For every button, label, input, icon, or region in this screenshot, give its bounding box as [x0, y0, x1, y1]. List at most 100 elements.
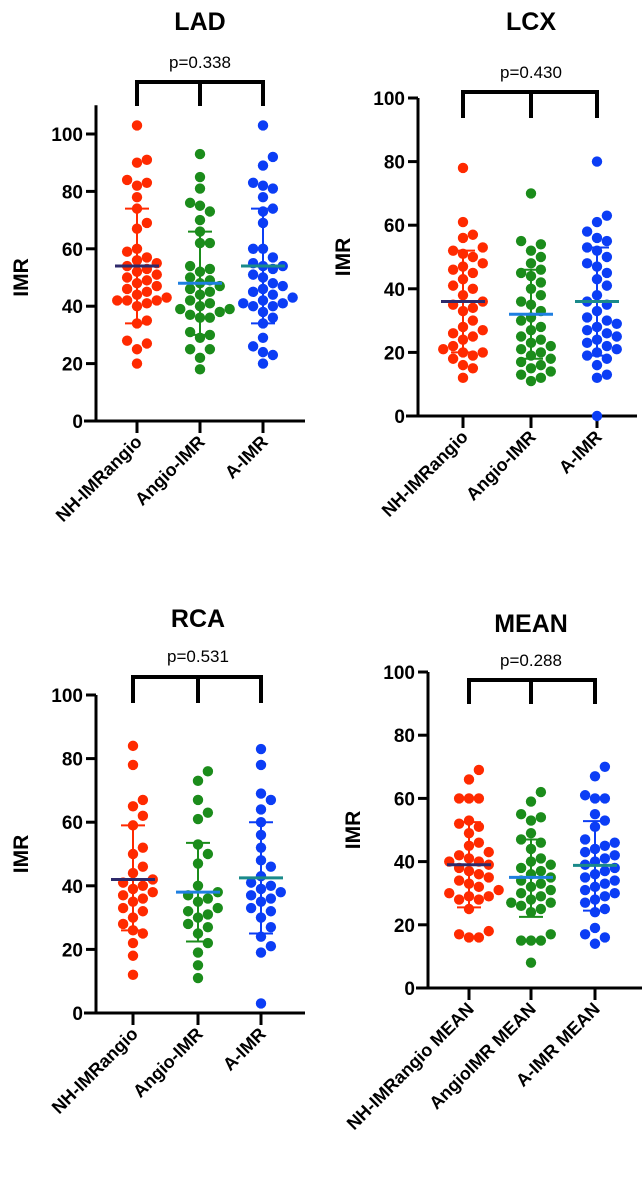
- data-point: [117, 890, 129, 901]
- y-tick-label: 80: [62, 182, 83, 203]
- data-point: [463, 793, 475, 804]
- data-point: [473, 837, 485, 848]
- data-point: [137, 893, 149, 904]
- data-point: [609, 875, 620, 886]
- data-point: [467, 283, 479, 294]
- data-point: [438, 344, 449, 355]
- data-point: [515, 900, 527, 912]
- data-point: [265, 906, 277, 917]
- data-point: [545, 884, 556, 896]
- y-tick-label: 40: [62, 297, 83, 318]
- data-point: [589, 809, 601, 820]
- data-point: [463, 932, 475, 943]
- data-point: [137, 906, 149, 917]
- data-point: [589, 922, 601, 934]
- data-point: [247, 177, 259, 188]
- data-point: [477, 347, 488, 358]
- series-1: [175, 148, 235, 375]
- data-point: [473, 793, 485, 804]
- chart-title: LAD: [174, 8, 225, 36]
- y-tick-label: 40: [394, 853, 415, 874]
- data-point: [275, 886, 286, 898]
- data-point: [447, 328, 459, 339]
- y-tick-label: 80: [384, 153, 405, 174]
- category-label: A-IMR: [221, 432, 272, 483]
- significance-bracket: [461, 90, 599, 118]
- data-point: [117, 902, 129, 914]
- data-point: [247, 243, 259, 254]
- data-point: [184, 309, 196, 321]
- data-point: [182, 918, 194, 930]
- data-point: [267, 252, 279, 263]
- data-point: [599, 903, 611, 915]
- data-point: [141, 275, 153, 286]
- data-point: [204, 206, 216, 217]
- y-tick-label: 0: [72, 1004, 83, 1025]
- data-point: [591, 232, 603, 244]
- data-point: [202, 848, 214, 860]
- data-point: [131, 120, 143, 131]
- data-point: [579, 872, 591, 883]
- data-point: [265, 794, 277, 806]
- y-tick-label: 60: [62, 240, 83, 261]
- data-point: [535, 359, 547, 371]
- data-point: [265, 861, 277, 872]
- data-point: [591, 359, 603, 371]
- data-point: [457, 162, 469, 174]
- data-point: [112, 295, 123, 306]
- data-point: [601, 328, 613, 339]
- data-point: [202, 909, 214, 920]
- data-point: [245, 877, 257, 888]
- data-point: [147, 886, 158, 898]
- p-value-label: p=0.531: [167, 647, 229, 666]
- data-point: [257, 332, 269, 343]
- data-point: [535, 372, 547, 384]
- y-axis-label: IMR: [332, 238, 355, 277]
- series-2: [239, 743, 286, 1009]
- data-point: [609, 837, 620, 848]
- y-tick-label: 80: [62, 750, 83, 771]
- category-label: Angio-IMR: [462, 427, 540, 505]
- data-point: [515, 331, 527, 342]
- data-point: [137, 794, 149, 806]
- panel-rca: RCA p=0.531 0 20 40 60 80 100 IMR NH-IMRangioAngi…: [10, 605, 305, 1118]
- data-point: [463, 903, 475, 915]
- data-point: [581, 312, 593, 323]
- data-point: [473, 821, 485, 833]
- y-tick-label: 60: [62, 813, 83, 834]
- data-point: [175, 303, 186, 315]
- data-point: [483, 891, 494, 902]
- data-point: [467, 229, 479, 240]
- series-0: [444, 764, 504, 943]
- significance-bracket: [131, 675, 263, 703]
- data-point: [473, 881, 485, 893]
- data-point: [265, 921, 277, 933]
- data-point: [591, 372, 603, 384]
- data-point: [121, 295, 133, 306]
- data-point: [515, 315, 527, 326]
- data-point: [257, 358, 269, 369]
- data-point: [194, 352, 206, 364]
- data-point: [121, 246, 133, 257]
- data-point: [121, 335, 133, 346]
- data-point: [467, 267, 479, 279]
- data-point: [477, 242, 488, 253]
- data-point: [204, 344, 216, 355]
- panel-lcx: LCX p=0.430 0 20 40 60 80 100 IMR NH-IMRangioAngi…: [332, 8, 637, 521]
- data-point: [601, 369, 613, 380]
- data-point: [127, 740, 139, 752]
- y-tick-label: 0: [394, 407, 405, 428]
- data-point: [453, 929, 465, 940]
- data-point: [277, 280, 288, 292]
- data-point: [515, 935, 527, 946]
- category-label: Angio-IMR: [129, 1024, 207, 1102]
- data-point: [184, 283, 196, 295]
- data-point: [202, 807, 214, 818]
- data-point: [255, 804, 267, 815]
- data-point: [525, 245, 537, 256]
- data-point: [535, 334, 547, 345]
- data-point: [444, 888, 455, 899]
- category-label: NH-IMRangio: [48, 1024, 142, 1118]
- series-0: [111, 740, 158, 981]
- series-1: [506, 786, 556, 968]
